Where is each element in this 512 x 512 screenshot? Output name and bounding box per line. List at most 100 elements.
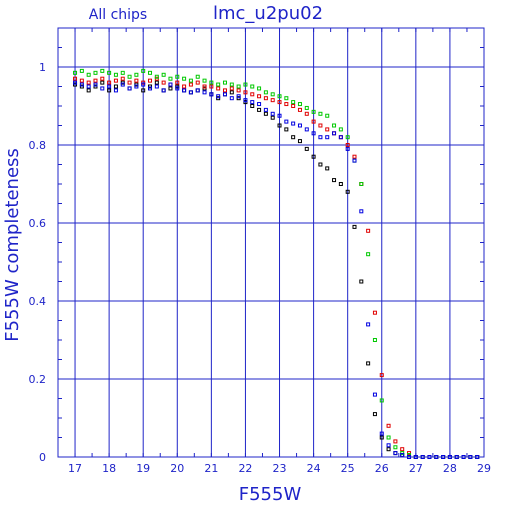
data-point: [209, 80, 214, 85]
y-axis-label: F555W completeness: [2, 148, 23, 342]
data-point: [113, 72, 118, 77]
data-point: [229, 82, 234, 87]
data-point: [100, 76, 105, 81]
data-point: [332, 123, 337, 128]
data-point: [284, 119, 289, 124]
plot-frame: [57, 27, 485, 458]
x-tick-label: 24: [307, 462, 321, 475]
data-point: [168, 82, 173, 87]
data-point: [93, 78, 98, 83]
y-tick-label: 0: [39, 451, 46, 464]
data-point: [250, 104, 255, 108]
data-point: [291, 121, 296, 126]
data-point: [148, 70, 153, 75]
data-point: [338, 135, 343, 140]
data-point: [175, 74, 180, 79]
data-point: [120, 82, 125, 87]
data-point: [325, 135, 330, 140]
data-point: [229, 90, 234, 95]
x-tick-label: 26: [375, 462, 389, 475]
data-point: [188, 78, 193, 83]
data-point: [291, 135, 296, 140]
data-point: [216, 82, 221, 87]
x-tick-label: 27: [409, 462, 423, 475]
data-point: [386, 435, 391, 440]
x-tick-label: 18: [102, 462, 116, 475]
data-point: [134, 72, 139, 77]
data-point: [127, 86, 132, 91]
data-point: [148, 78, 153, 83]
data-point: [318, 123, 323, 128]
chart-subtitle: All chips: [89, 7, 147, 23]
data-point: [236, 94, 241, 99]
data-point: [229, 86, 234, 91]
data-point: [338, 182, 343, 186]
data-point: [209, 92, 214, 97]
data-point: [113, 84, 118, 89]
data-point: [168, 76, 173, 81]
data-point: [250, 100, 255, 105]
data-point: [86, 88, 91, 93]
data-point: [345, 143, 350, 147]
data-point: [195, 80, 200, 85]
data-point: [113, 88, 118, 93]
data-point: [325, 127, 330, 132]
data-point: [325, 166, 330, 171]
data-point: [400, 447, 405, 452]
data-point: [297, 102, 302, 107]
data-point: [297, 139, 302, 144]
data-point: [222, 80, 227, 85]
data-point: [366, 361, 371, 366]
data-point: [243, 90, 248, 95]
data-point: [79, 78, 84, 83]
data-point: [304, 111, 309, 116]
x-tick-label: 19: [136, 462, 150, 475]
data-point: [386, 447, 391, 452]
data-point: [182, 76, 187, 81]
data-point: [182, 88, 187, 93]
data-point: [100, 86, 105, 91]
data-point: [291, 100, 296, 105]
data-point: [366, 252, 371, 257]
data-points: [73, 68, 480, 459]
data-point: [100, 80, 105, 85]
data-point: [161, 88, 166, 93]
data-point: [161, 72, 166, 77]
data-point: [270, 111, 275, 116]
data-point: [93, 70, 98, 75]
data-point: [332, 131, 337, 136]
data-point: [270, 92, 275, 97]
data-point: [202, 78, 207, 83]
data-point: [277, 94, 282, 99]
data-point: [372, 338, 377, 342]
data-point: [154, 74, 159, 79]
data-point: [270, 98, 275, 103]
data-point: [175, 80, 180, 85]
data-point: [263, 111, 268, 116]
data-point: [277, 113, 282, 118]
data-point: [386, 423, 391, 428]
data-point: [113, 78, 118, 83]
series-0: [73, 80, 480, 459]
data-point: [107, 70, 112, 75]
data-point: [79, 68, 84, 73]
data-point: [141, 68, 146, 73]
data-point: [154, 84, 159, 89]
data-point: [352, 154, 357, 159]
data-point: [372, 310, 377, 315]
data-point: [127, 74, 132, 79]
data-point: [263, 96, 268, 101]
data-point: [250, 84, 255, 89]
data-point: [338, 127, 343, 132]
data-point: [216, 86, 221, 91]
data-point: [372, 412, 377, 417]
data-point: [311, 154, 316, 159]
data-point: [345, 189, 350, 194]
data-point: [86, 84, 91, 89]
data-point: [304, 105, 309, 110]
data-point: [188, 82, 193, 87]
data-point: [134, 84, 139, 89]
series-2: [73, 68, 480, 459]
data-point: [195, 88, 200, 93]
